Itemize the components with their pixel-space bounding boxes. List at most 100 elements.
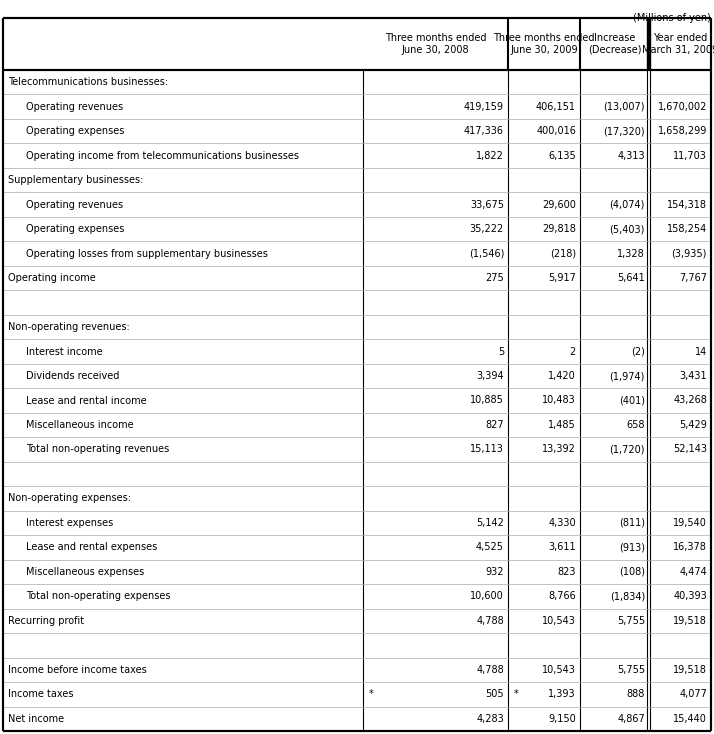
Text: 10,600: 10,600 (471, 592, 504, 601)
Text: 4,788: 4,788 (476, 665, 504, 675)
Text: Three months ended
June 30, 2008: Three months ended June 30, 2008 (385, 33, 486, 55)
Text: 5,755: 5,755 (617, 665, 645, 675)
Text: (Millions of yen): (Millions of yen) (633, 13, 711, 23)
Text: 14: 14 (695, 346, 707, 357)
Text: Total non-operating expenses: Total non-operating expenses (26, 592, 171, 601)
Text: 13,392: 13,392 (542, 445, 576, 454)
Text: 10,543: 10,543 (542, 616, 576, 626)
Text: Operating revenues: Operating revenues (26, 102, 123, 112)
Text: 406,151: 406,151 (536, 102, 576, 112)
Text: 275: 275 (486, 273, 504, 283)
Text: Miscellaneous income: Miscellaneous income (26, 420, 134, 430)
Text: 40,393: 40,393 (673, 592, 707, 601)
Text: Lease and rental income: Lease and rental income (26, 396, 146, 405)
Text: 29,600: 29,600 (542, 200, 576, 210)
Text: 419,159: 419,159 (464, 102, 504, 112)
Text: 4,788: 4,788 (476, 616, 504, 626)
Text: 3,611: 3,611 (548, 542, 576, 553)
Text: Interest income: Interest income (26, 346, 103, 357)
Text: 19,540: 19,540 (673, 518, 707, 528)
Text: 4,313: 4,313 (618, 150, 645, 161)
Text: 4,525: 4,525 (476, 542, 504, 553)
Text: 5,142: 5,142 (476, 518, 504, 528)
Text: 1,658,299: 1,658,299 (658, 126, 707, 137)
Text: (811): (811) (619, 518, 645, 528)
Text: 4,474: 4,474 (679, 567, 707, 577)
Text: 505: 505 (486, 689, 504, 700)
Text: 8,766: 8,766 (548, 592, 576, 601)
Text: 33,675: 33,675 (470, 200, 504, 210)
Text: *: * (514, 689, 519, 700)
Text: Supplementary businesses:: Supplementary businesses: (8, 175, 144, 185)
Text: Telecommunications businesses:: Telecommunications businesses: (8, 77, 168, 87)
Text: 19,518: 19,518 (673, 665, 707, 675)
Text: (5,403): (5,403) (610, 224, 645, 234)
Text: (13,007): (13,007) (603, 102, 645, 112)
Text: 1,485: 1,485 (548, 420, 576, 430)
Text: 3,431: 3,431 (680, 371, 707, 381)
Text: 9,150: 9,150 (548, 713, 576, 724)
Text: 5,917: 5,917 (548, 273, 576, 283)
Text: 7,767: 7,767 (679, 273, 707, 283)
Text: Total non-operating revenues: Total non-operating revenues (26, 445, 169, 454)
Text: 15,113: 15,113 (470, 445, 504, 454)
Text: Increase
(Decrease): Increase (Decrease) (588, 33, 641, 55)
Text: (1,834): (1,834) (610, 592, 645, 601)
Text: 1,328: 1,328 (617, 249, 645, 258)
Text: (1,974): (1,974) (610, 371, 645, 381)
Text: Non-operating revenues:: Non-operating revenues: (8, 322, 130, 332)
Text: 823: 823 (558, 567, 576, 577)
Text: Net income: Net income (8, 713, 64, 724)
Text: Interest expenses: Interest expenses (26, 518, 114, 528)
Text: 400,016: 400,016 (536, 126, 576, 137)
Text: 19,518: 19,518 (673, 616, 707, 626)
Text: Lease and rental expenses: Lease and rental expenses (26, 542, 157, 553)
Text: Income before income taxes: Income before income taxes (8, 665, 147, 675)
Text: 35,222: 35,222 (470, 224, 504, 234)
Text: 52,143: 52,143 (673, 445, 707, 454)
Text: 11,703: 11,703 (673, 150, 707, 161)
Text: 6,135: 6,135 (548, 150, 576, 161)
Text: (1,720): (1,720) (610, 445, 645, 454)
Text: 29,818: 29,818 (542, 224, 576, 234)
Text: 658: 658 (626, 420, 645, 430)
Text: Operating income: Operating income (8, 273, 96, 283)
Text: 1,822: 1,822 (476, 150, 504, 161)
Text: (401): (401) (619, 396, 645, 405)
Text: (913): (913) (619, 542, 645, 553)
Text: Three months ended
June 30, 2009: Three months ended June 30, 2009 (493, 33, 595, 55)
Text: Non-operating expenses:: Non-operating expenses: (8, 493, 131, 504)
Text: (3,935): (3,935) (672, 249, 707, 258)
Text: 2: 2 (570, 346, 576, 357)
Text: 16,378: 16,378 (673, 542, 707, 553)
Text: 417,336: 417,336 (464, 126, 504, 137)
Text: 827: 827 (486, 420, 504, 430)
Text: *: * (369, 689, 373, 700)
Text: Operating expenses: Operating expenses (26, 126, 124, 137)
Text: 3,394: 3,394 (476, 371, 504, 381)
Text: 932: 932 (486, 567, 504, 577)
Text: 4,330: 4,330 (548, 518, 576, 528)
Text: 5: 5 (498, 346, 504, 357)
Text: 5,641: 5,641 (617, 273, 645, 283)
Text: Recurring profit: Recurring profit (8, 616, 84, 626)
Text: Income taxes: Income taxes (8, 689, 74, 700)
Text: (218): (218) (550, 249, 576, 258)
Text: Operating revenues: Operating revenues (26, 200, 123, 210)
Text: 154,318: 154,318 (667, 200, 707, 210)
Text: 158,254: 158,254 (667, 224, 707, 234)
Text: 10,483: 10,483 (542, 396, 576, 405)
Text: (1,546): (1,546) (468, 249, 504, 258)
Text: (17,320): (17,320) (603, 126, 645, 137)
Text: 10,543: 10,543 (542, 665, 576, 675)
Text: 1,393: 1,393 (548, 689, 576, 700)
Text: Operating expenses: Operating expenses (26, 224, 124, 234)
Text: 1,420: 1,420 (548, 371, 576, 381)
Text: 5,429: 5,429 (679, 420, 707, 430)
Text: Operating losses from supplementary businesses: Operating losses from supplementary busi… (26, 249, 268, 258)
Text: 10,885: 10,885 (470, 396, 504, 405)
Text: 43,268: 43,268 (673, 396, 707, 405)
Text: Miscellaneous expenses: Miscellaneous expenses (26, 567, 144, 577)
Text: 15,440: 15,440 (673, 713, 707, 724)
Text: Operating income from telecommunications businesses: Operating income from telecommunications… (26, 150, 299, 161)
